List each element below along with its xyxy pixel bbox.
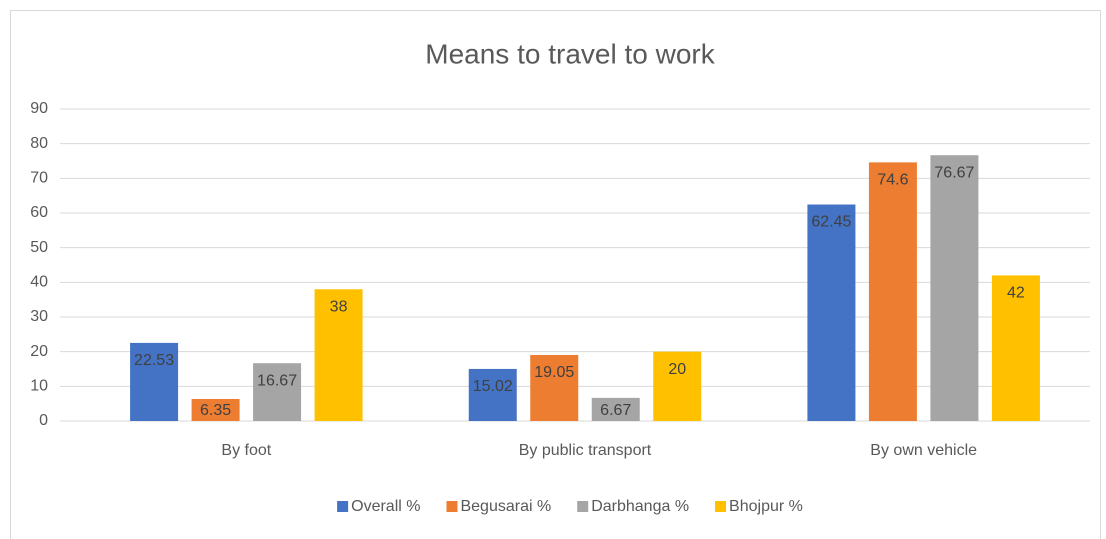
y-tick-label: 40 xyxy=(30,274,48,291)
legend-swatch xyxy=(715,501,727,512)
legend-swatch xyxy=(446,501,458,512)
y-tick-label: 30 xyxy=(30,308,48,325)
bar xyxy=(991,275,1040,421)
data-label: 62.45 xyxy=(811,214,851,231)
bar xyxy=(930,155,979,421)
y-tick-label: 20 xyxy=(30,343,48,360)
data-label: 15.02 xyxy=(473,378,513,395)
bar xyxy=(807,204,856,421)
bar xyxy=(653,351,702,421)
y-tick-label: 70 xyxy=(30,170,48,187)
x-tick-label: By public transport xyxy=(519,442,652,459)
data-label: 74.6 xyxy=(877,172,908,189)
bar xyxy=(253,363,302,421)
y-tick-label: 90 xyxy=(30,100,48,117)
data-label: 6.67 xyxy=(600,402,631,419)
bar xyxy=(530,354,579,421)
bar xyxy=(314,289,363,421)
legend-label: Overall % xyxy=(351,498,420,515)
legend-swatch xyxy=(577,501,589,512)
legend-swatch xyxy=(337,501,349,512)
data-label: 20 xyxy=(668,361,686,378)
legend-label: Bhojpur % xyxy=(729,498,803,515)
data-label: 19.05 xyxy=(534,364,574,381)
data-label: 76.67 xyxy=(934,164,974,181)
legend-label: Darbhanga % xyxy=(591,498,689,515)
y-tick-label: 80 xyxy=(30,135,48,152)
data-label: 38 xyxy=(330,298,348,315)
bar xyxy=(191,398,240,421)
x-tick-label: By foot xyxy=(221,442,271,459)
data-label: 22.53 xyxy=(134,352,174,369)
bar xyxy=(591,397,640,421)
data-label: 42 xyxy=(1007,285,1025,302)
y-tick-label: 10 xyxy=(30,378,48,395)
x-tick-label: By own vehicle xyxy=(870,442,977,459)
chart-title: Means to travel to work xyxy=(425,38,715,69)
data-label: 6.35 xyxy=(200,402,231,419)
bar xyxy=(468,368,517,421)
bar xyxy=(868,162,917,422)
chart-border xyxy=(10,10,1101,539)
legend-label: Begusarai % xyxy=(460,498,551,515)
y-tick-label: 0 xyxy=(39,412,48,429)
data-label: 16.67 xyxy=(257,372,297,389)
bar xyxy=(130,342,179,421)
y-tick-label: 60 xyxy=(30,204,48,221)
y-tick-label: 50 xyxy=(30,239,48,256)
